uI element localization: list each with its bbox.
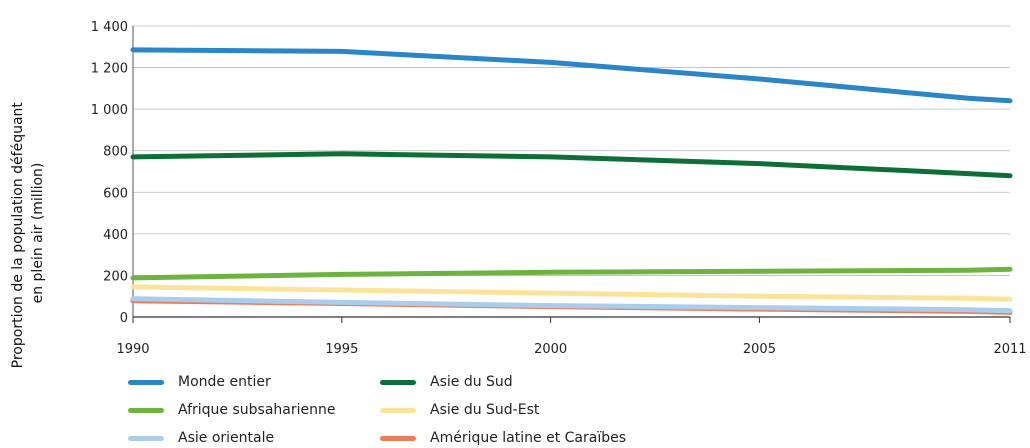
y-tick-label: 400	[103, 228, 128, 243]
series-line	[130, 47, 1013, 104]
x-tick-label: 1990	[116, 342, 149, 357]
data-point	[548, 303, 553, 308]
legend-item-amerique-latine-caraibes: Amérique latine et Caraïbes	[380, 428, 626, 448]
legend-label: Amérique latine et Caraïbes	[430, 430, 627, 446]
y-axis-label-line-1: Proportion de la population déféquant	[10, 102, 26, 369]
y-axis-ticks: 0 200 400 600 800 1 000 1 200 1 400	[91, 20, 128, 326]
data-point	[966, 96, 971, 101]
y-tick-label: 1 200	[91, 62, 128, 77]
data-point	[966, 307, 971, 312]
data-point	[757, 76, 762, 82]
data-point	[339, 287, 345, 293]
series-line	[130, 296, 1013, 314]
data-point	[130, 47, 136, 53]
data-point	[548, 154, 553, 160]
series-line	[130, 284, 1013, 302]
y-tick-label: 1 400	[91, 20, 128, 35]
data-point	[339, 272, 345, 277]
legend-label: Asie du Sud	[430, 374, 513, 390]
y-tick-label: 800	[103, 145, 128, 160]
data-point	[966, 268, 971, 273]
data-point	[1007, 98, 1013, 104]
data-point	[130, 296, 136, 301]
legend-item-asie-orientale: Asie orientale	[128, 428, 274, 448]
data-point	[548, 60, 553, 65]
y-axis-label: Proportion de la population déféquant en…	[10, 98, 46, 369]
data-point	[339, 300, 345, 305]
series-line	[130, 151, 1013, 179]
data-point	[339, 49, 345, 54]
legend-label: Monde entier	[178, 374, 271, 390]
data-point	[339, 151, 345, 157]
y-axis-label-line-2: en plein air (million)	[30, 163, 46, 304]
legend-swatch	[128, 435, 164, 441]
legend-item-monde-entier: Monde entier	[128, 372, 271, 392]
data-point	[757, 305, 762, 310]
x-tick-label: 1995	[325, 342, 358, 357]
legend-swatch	[128, 407, 164, 413]
data-point	[966, 296, 971, 301]
data-point	[1007, 308, 1013, 313]
legend-label: Asie du Sud-Est	[430, 402, 540, 418]
data-point	[130, 154, 136, 160]
data-point	[757, 269, 762, 274]
data-point	[130, 275, 136, 281]
data-point	[757, 294, 762, 299]
legend-swatch	[128, 379, 164, 385]
data-point	[966, 171, 971, 176]
y-tick-label: 600	[103, 186, 128, 201]
y-tick-label: 200	[103, 269, 128, 284]
y-tick-label: 1 000	[91, 103, 128, 118]
x-axis-ticks: 1990 1995 2000 2005 2011	[116, 317, 1027, 357]
data-point	[1007, 297, 1013, 302]
data-point	[1007, 266, 1013, 272]
data-point	[1007, 173, 1013, 178]
x-tick-label: 2000	[534, 342, 567, 357]
x-tick-label: 2005	[743, 342, 776, 357]
legend-swatch	[380, 407, 416, 413]
data-point	[130, 284, 136, 290]
y-tick-label: 0	[120, 311, 128, 326]
legend-swatch	[380, 379, 416, 385]
legend-label: Afrique subsaharienne	[178, 402, 336, 418]
legend-item-afrique-subsaharienne: Afrique subsaharienne	[128, 400, 335, 420]
data-point	[757, 161, 762, 166]
legend-label: Asie orientale	[178, 430, 275, 446]
data-point	[548, 290, 553, 296]
x-tick-label: 2011	[993, 342, 1026, 357]
legend-item-asie-du-sud-est: Asie du Sud-Est	[380, 400, 539, 420]
data-point	[548, 270, 553, 275]
legend-swatch	[380, 435, 416, 441]
series-lines	[130, 47, 1013, 315]
series-line	[130, 266, 1013, 281]
legend-item-asie-du-sud: Asie du Sud	[380, 372, 513, 392]
